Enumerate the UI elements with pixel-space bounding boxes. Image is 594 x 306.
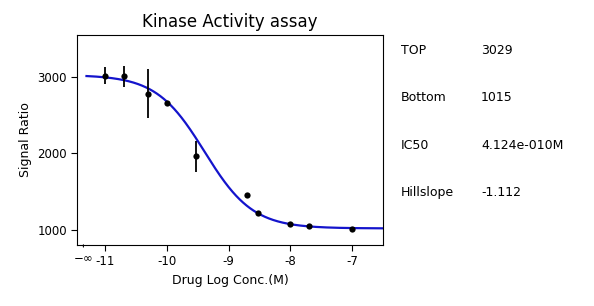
Text: 3029: 3029	[481, 44, 513, 57]
Text: -1.112: -1.112	[481, 186, 521, 199]
Text: TOP: TOP	[401, 44, 426, 57]
Y-axis label: Signal Ratio: Signal Ratio	[18, 103, 31, 177]
Text: $-\infty$: $-\infty$	[73, 251, 94, 264]
Text: 1015: 1015	[481, 91, 513, 104]
Text: Bottom: Bottom	[401, 91, 447, 104]
Text: Hillslope: Hillslope	[401, 186, 454, 199]
X-axis label: Drug Log Conc.(M): Drug Log Conc.(M)	[172, 274, 289, 287]
Text: 4.124e-010M: 4.124e-010M	[481, 139, 564, 152]
Text: IC50: IC50	[401, 139, 429, 152]
Title: Kinase Activity assay: Kinase Activity assay	[143, 13, 318, 31]
